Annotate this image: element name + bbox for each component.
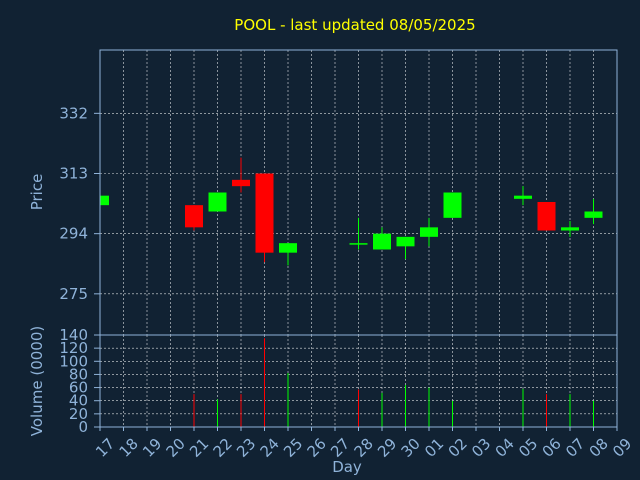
candle-body: [443, 192, 462, 218]
day-tick-label: 18: [116, 435, 142, 461]
day-tick-label: 09: [609, 435, 635, 461]
day-tick-label: 05: [515, 435, 541, 461]
day-tick-label: 28: [351, 435, 377, 461]
price-axis-label: Price: [28, 174, 46, 211]
volume-bars: [193, 338, 594, 427]
day-tick-label: 02: [445, 435, 471, 461]
candle-body: [584, 211, 603, 218]
price-frame: [99, 49, 618, 336]
price-candles: [99, 157, 603, 266]
candle-body: [185, 205, 203, 228]
volume-tick-label: 0: [78, 418, 88, 436]
price-tick-label: 332: [59, 104, 88, 122]
day-tick-label: 06: [539, 435, 565, 461]
day-tick-label: 19: [139, 435, 165, 461]
candle-body: [396, 236, 415, 247]
candle-body: [514, 195, 532, 199]
price-y-ticks: 275 294 313 332: [59, 104, 100, 303]
day-tick-label: 01: [421, 435, 447, 461]
day-tick-label: 24: [257, 435, 283, 461]
volume-tick-label: 60: [69, 379, 88, 397]
candle-body: [255, 173, 274, 253]
candle-body: [100, 195, 109, 206]
day-tick-label: 07: [562, 435, 588, 461]
day-tick-label: 21: [186, 435, 212, 461]
volume-tick-label: 80: [69, 365, 88, 383]
day-tick-label: 23: [233, 435, 259, 461]
volume-tick-label: 120: [59, 339, 88, 357]
candle-body: [349, 243, 368, 245]
volume-tick-label: 40: [69, 392, 88, 410]
day-tick-label: 26: [304, 435, 330, 461]
candle-body: [537, 202, 556, 231]
x-axis-label: Day: [332, 458, 362, 476]
day-tick-label: 20: [163, 435, 189, 461]
volume-tick-label: 20: [69, 405, 88, 423]
day-x-ticks: 1718192021222324252627282930010203040506…: [92, 427, 635, 461]
day-tick-label: 30: [398, 435, 424, 461]
candle-body: [232, 179, 250, 187]
candle-body: [208, 192, 227, 212]
price-tick-label: 275: [59, 285, 88, 303]
chart-title: POOL - last updated 08/05/2025: [234, 16, 475, 34]
day-tick-label: 25: [280, 435, 306, 461]
price-panel: 275 294 313 332 Price: [28, 49, 618, 336]
candle-body: [279, 243, 297, 253]
price-grid: [100, 50, 618, 335]
candle-body: [373, 233, 391, 250]
volume-axis-label: Volume (0000): [28, 326, 46, 436]
day-tick-label: 27: [327, 435, 353, 461]
candle-body: [420, 227, 438, 237]
day-tick-label: 29: [374, 435, 400, 461]
day-tick-label: 17: [92, 435, 118, 461]
volume-tick-label: 140: [59, 326, 88, 344]
price-tick-label: 313: [59, 165, 88, 183]
price-tick-label: 294: [59, 225, 88, 243]
volume-tick-label: 100: [59, 352, 88, 370]
day-tick-label: 08: [586, 435, 612, 461]
candle-body: [561, 227, 579, 231]
day-tick-label: 04: [492, 435, 518, 461]
day-tick-label: 22: [210, 435, 236, 461]
day-tick-label: 03: [468, 435, 494, 461]
